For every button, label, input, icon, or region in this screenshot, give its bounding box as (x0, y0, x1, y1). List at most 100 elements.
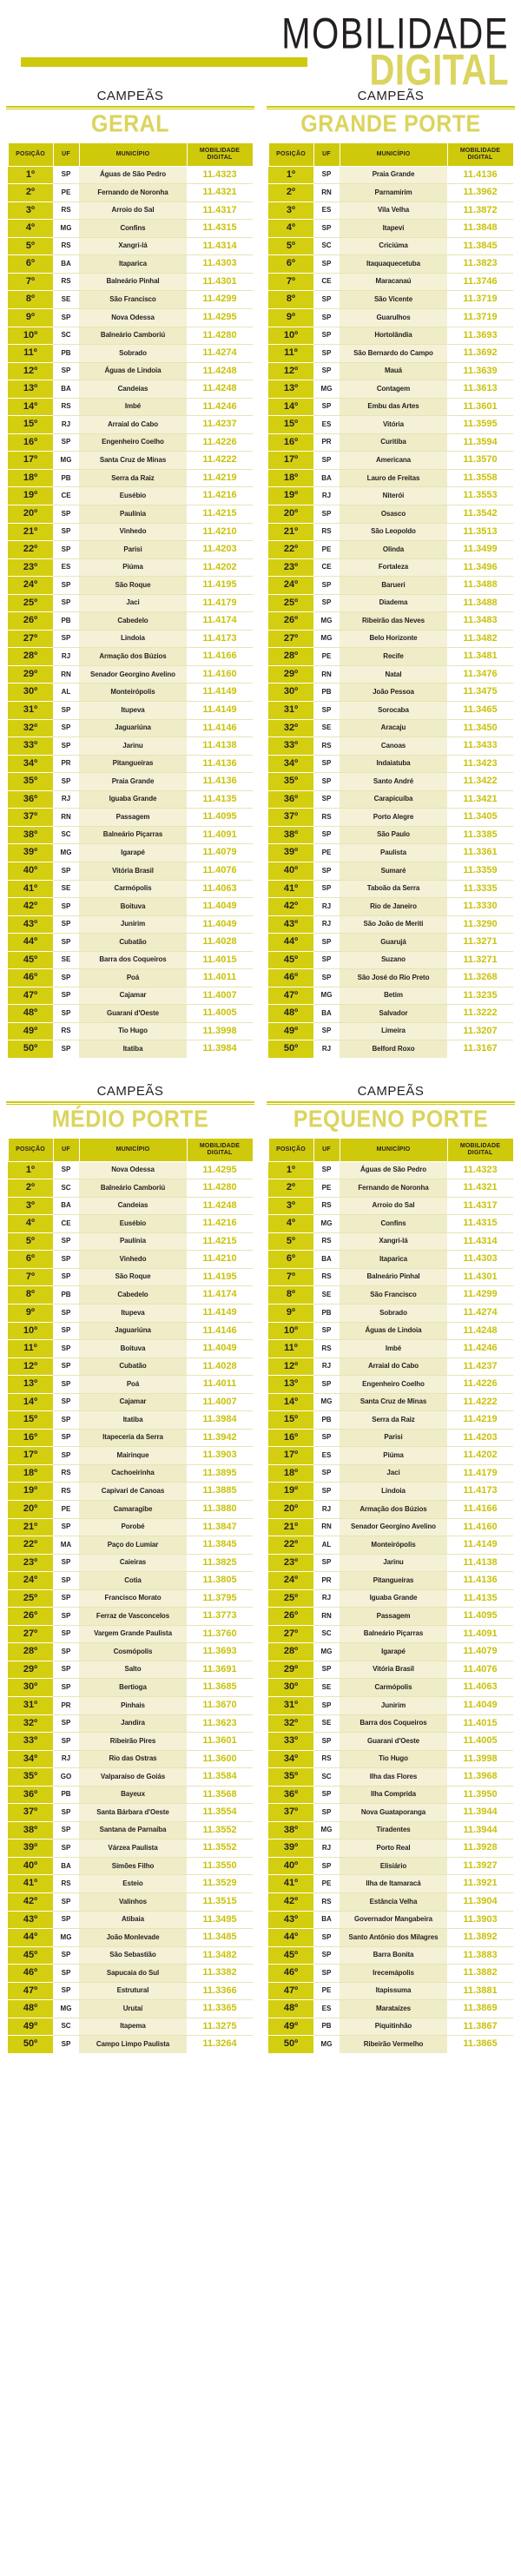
table-row[interactable]: 44º MG João Monlevade 11.3485 (8, 1928, 253, 1947)
table-row[interactable]: 1º SP Águas de São Pedro 11.4323 (8, 166, 253, 185)
table-row[interactable]: 28º MG Igarapé 11.4079 (268, 1642, 513, 1661)
table-row[interactable]: 50º SP Itatiba 11.3984 (8, 1040, 253, 1058)
table-row[interactable]: 22º AL Monteirópolis 11.4149 (268, 1536, 513, 1555)
table-row[interactable]: 7º SP São Roque 11.4195 (8, 1268, 253, 1287)
table-row[interactable]: 28º SP Cosmópolis 11.3693 (8, 1642, 253, 1661)
table-row[interactable]: 21º RS São Leopoldo 11.3513 (268, 523, 513, 542)
table-row[interactable]: 2º PE Fernando de Noronha 11.4321 (268, 1179, 513, 1198)
table-row[interactable]: 22º SP Parisi 11.4203 (8, 540, 253, 559)
table-row[interactable]: 48º MG Urutaí 11.3365 (8, 1999, 253, 2018)
table-row[interactable]: 50º MG Ribeirão Vermelho 11.3865 (268, 2035, 513, 2053)
table-row[interactable]: 7º CE Maracanaú 11.3746 (268, 273, 513, 292)
table-row[interactable]: 10º SP Hortolândia 11.3693 (268, 327, 513, 346)
table-row[interactable]: 12º SP Cubatão 11.4028 (8, 1357, 253, 1377)
table-row[interactable]: 32º SP Jandira 11.3623 (8, 1714, 253, 1734)
table-row[interactable]: 9º SP Itupeva 11.4149 (8, 1304, 253, 1323)
table-row[interactable]: 46º SP Poá 11.4011 (8, 968, 253, 987)
table-row[interactable]: 44º SP Guarujá 11.3271 (268, 933, 513, 952)
table-row[interactable]: 31º SP Junirim 11.4049 (268, 1696, 513, 1715)
table-row[interactable]: 3º RS Arroio do Sal 11.4317 (8, 201, 253, 221)
table-row[interactable]: 40º SP Vitória Brasil 11.4076 (8, 862, 253, 881)
table-row[interactable]: 41º PE Ilha de Itamaracá 11.3921 (268, 1874, 513, 1894)
table-row[interactable]: 34º RJ Rio das Ostras 11.3600 (8, 1750, 253, 1769)
table-row[interactable]: 34º SP Indaiatuba 11.3423 (268, 755, 513, 774)
table-row[interactable]: 17º SP Mairinque 11.3903 (8, 1446, 253, 1465)
table-row[interactable]: 42º SP Valinhos 11.3515 (8, 1892, 253, 1912)
table-row[interactable]: 16º PR Curitiba 11.3594 (268, 433, 513, 452)
table-row[interactable]: 42º SP Boituva 11.4049 (8, 897, 253, 916)
table-row[interactable]: 21º RN Senador Georgino Avelino 11.4160 (268, 1518, 513, 1537)
table-row[interactable]: 48º BA Salvador 11.3222 (268, 1004, 513, 1023)
table-row[interactable]: 2º PE Fernando de Noronha 11.4321 (8, 183, 253, 202)
table-row[interactable]: 2º RN Parnamirim 11.3962 (268, 183, 513, 202)
table-row[interactable]: 42º RS Estância Velha 11.3904 (268, 1892, 513, 1912)
table-row[interactable]: 34º RS Tio Hugo 11.3998 (268, 1750, 513, 1769)
table-row[interactable]: 11º PB Sobrado 11.4274 (8, 344, 253, 363)
table-row[interactable]: 32º SP Jaguariúna 11.4146 (8, 719, 253, 738)
table-row[interactable]: 33º SP Ribeirão Pires 11.3601 (8, 1732, 253, 1751)
table-row[interactable]: 26º RN Passagem 11.4095 (268, 1607, 513, 1626)
table-row[interactable]: 19º RS Capivari de Canoas 11.3885 (8, 1482, 253, 1501)
table-row[interactable]: 40º SP Sumaré 11.3359 (268, 862, 513, 881)
table-row[interactable]: 41º SP Taboão da Serra 11.3335 (268, 880, 513, 899)
table-row[interactable]: 7º RS Balneário Pinhal 11.4301 (8, 273, 253, 292)
table-row[interactable]: 20º PE Camaragibe 11.3880 (8, 1500, 253, 1519)
table-row[interactable]: 36º SP Carapicuíba 11.3421 (268, 790, 513, 809)
table-row[interactable]: 45º SP São Sebastião 11.3482 (8, 1946, 253, 1965)
table-row[interactable]: 24º SP São Roque 11.4195 (8, 576, 253, 595)
table-row[interactable]: 23º ES Piúma 11.4202 (8, 558, 253, 578)
table-row[interactable]: 13º BA Candeias 11.4248 (8, 380, 253, 399)
table-row[interactable]: 21º SP Porobé 11.3847 (8, 1518, 253, 1537)
table-row[interactable]: 9º SP Guarulhos 11.3719 (268, 308, 513, 327)
table-row[interactable]: 22º MA Paço do Lumiar 11.3845 (8, 1536, 253, 1555)
table-row[interactable]: 25º RJ Iguaba Grande 11.4135 (268, 1589, 513, 1608)
table-row[interactable]: 39º SP Várzea Paulista 11.3552 (8, 1839, 253, 1858)
table-row[interactable]: 37º SP Nova Guataporanga 11.3944 (268, 1803, 513, 1822)
table-row[interactable]: 37º RS Porto Alegre 11.3405 (268, 808, 513, 827)
table-row[interactable]: 24º SP Barueri 11.3488 (268, 576, 513, 595)
table-row[interactable]: 31º PR Pinhais 11.3670 (8, 1696, 253, 1715)
table-row[interactable]: 38º MG Tiradentes 11.3944 (268, 1821, 513, 1840)
table-row[interactable]: 5º RS Xangri-lá 11.4314 (8, 237, 253, 256)
table-row[interactable]: 14º RS Imbé 11.4246 (8, 398, 253, 417)
table-row[interactable]: 40º BA Simões Filho 11.3550 (8, 1857, 253, 1876)
table-row[interactable]: 35º GO Valparaíso de Goiás 11.3584 (8, 1767, 253, 1787)
table-row[interactable]: 23º SP Jarinu 11.4138 (268, 1554, 513, 1573)
table-row[interactable]: 15º PB Serra da Raiz 11.4219 (268, 1410, 513, 1430)
table-row[interactable]: 18º RS Cachoeirinha 11.3895 (8, 1464, 253, 1483)
table-row[interactable]: 44º SP Santo Antônio dos Milagres 11.3892 (268, 1928, 513, 1947)
table-row[interactable]: 48º SP Guarani d'Oeste 11.4005 (8, 1004, 253, 1023)
table-row[interactable]: 29º SP Vitória Brasil 11.4076 (268, 1661, 513, 1680)
table-row[interactable]: 4º MG Confins 11.4315 (268, 1214, 513, 1233)
table-row[interactable]: 50º SP Campo Limpo Paulista 11.3264 (8, 2035, 253, 2053)
table-row[interactable]: 39º PE Paulista 11.3361 (268, 843, 513, 862)
table-row[interactable]: 49º PB Piquitinhão 11.3867 (268, 2018, 513, 2037)
table-row[interactable]: 1º SP Nova Odessa 11.4295 (8, 1161, 253, 1180)
table-row[interactable]: 28º PE Recife 11.3481 (268, 647, 513, 666)
table-row[interactable]: 1º SP Águas de São Pedro 11.4323 (268, 1161, 513, 1180)
table-row[interactable]: 49º SP Limeira 11.3207 (268, 1022, 513, 1041)
table-row[interactable]: 25º SP Diadema 11.3488 (268, 594, 513, 613)
table-row[interactable]: 26º PB Cabedelo 11.4174 (8, 611, 253, 631)
table-row[interactable]: 31º SP Itupeva 11.4149 (8, 701, 253, 720)
table-row[interactable]: 20º SP Paulínia 11.4215 (8, 505, 253, 524)
table-row[interactable]: 14º MG Santa Cruz de Minas 11.4222 (268, 1393, 513, 1412)
table-row[interactable]: 16º SP Itapeceria da Serra 11.3942 (8, 1429, 253, 1448)
table-row[interactable]: 29º RN Senador Georgino Avelino 11.4160 (8, 665, 253, 684)
table-row[interactable]: 15º RJ Arraial do Cabo 11.4237 (8, 415, 253, 434)
table-row[interactable]: 32º SE Aracaju 11.3450 (268, 719, 513, 738)
table-row[interactable]: 45º SP Barra Bonita 11.3883 (268, 1946, 513, 1965)
table-row[interactable]: 8º PB Cabedelo 11.4174 (8, 1285, 253, 1305)
table-row[interactable]: 35º SC Ilha das Flores 11.3968 (268, 1767, 513, 1787)
table-row[interactable]: 20º SP Osasco 11.3542 (268, 505, 513, 524)
table-row[interactable]: 43º SP Junirim 11.4049 (8, 915, 253, 935)
table-row[interactable]: 30º AL Monteirópolis 11.4149 (8, 683, 253, 703)
table-row[interactable]: 32º SE Barra dos Coqueiros 11.4015 (268, 1714, 513, 1734)
table-row[interactable]: 43º RJ São João de Meriti 11.3290 (268, 915, 513, 935)
table-row[interactable]: 37º RN Passagem 11.4095 (8, 808, 253, 827)
table-row[interactable]: 47º SP Cajamar 11.4007 (8, 987, 253, 1006)
table-row[interactable]: 45º SP Suzano 11.3271 (268, 951, 513, 970)
table-row[interactable]: 46º SP São José do Rio Preto 11.3268 (268, 968, 513, 987)
table-row[interactable]: 2º SC Balneário Camboriú 11.4280 (8, 1179, 253, 1198)
table-row[interactable]: 19º RJ Niterói 11.3553 (268, 486, 513, 506)
